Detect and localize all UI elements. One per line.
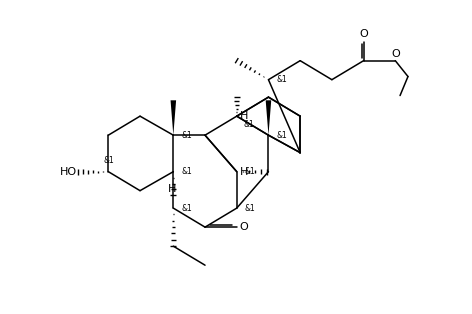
Polygon shape [170,100,176,135]
Text: &1: &1 [277,131,287,140]
Text: HO: HO [59,167,76,177]
Text: &1: &1 [244,203,255,213]
Text: &1: &1 [244,167,255,176]
Text: &1: &1 [181,131,192,140]
Text: &1: &1 [243,120,254,129]
Text: H: H [168,184,176,193]
Text: O: O [359,29,368,39]
Polygon shape [266,100,271,135]
Text: &1: &1 [277,75,287,84]
Text: O: O [391,49,400,59]
Text: &1: &1 [181,167,192,176]
Text: &1: &1 [181,203,192,213]
Text: &1: &1 [103,156,114,165]
Text: O: O [239,222,248,232]
Text: H: H [240,111,248,121]
Text: H: H [240,167,248,177]
